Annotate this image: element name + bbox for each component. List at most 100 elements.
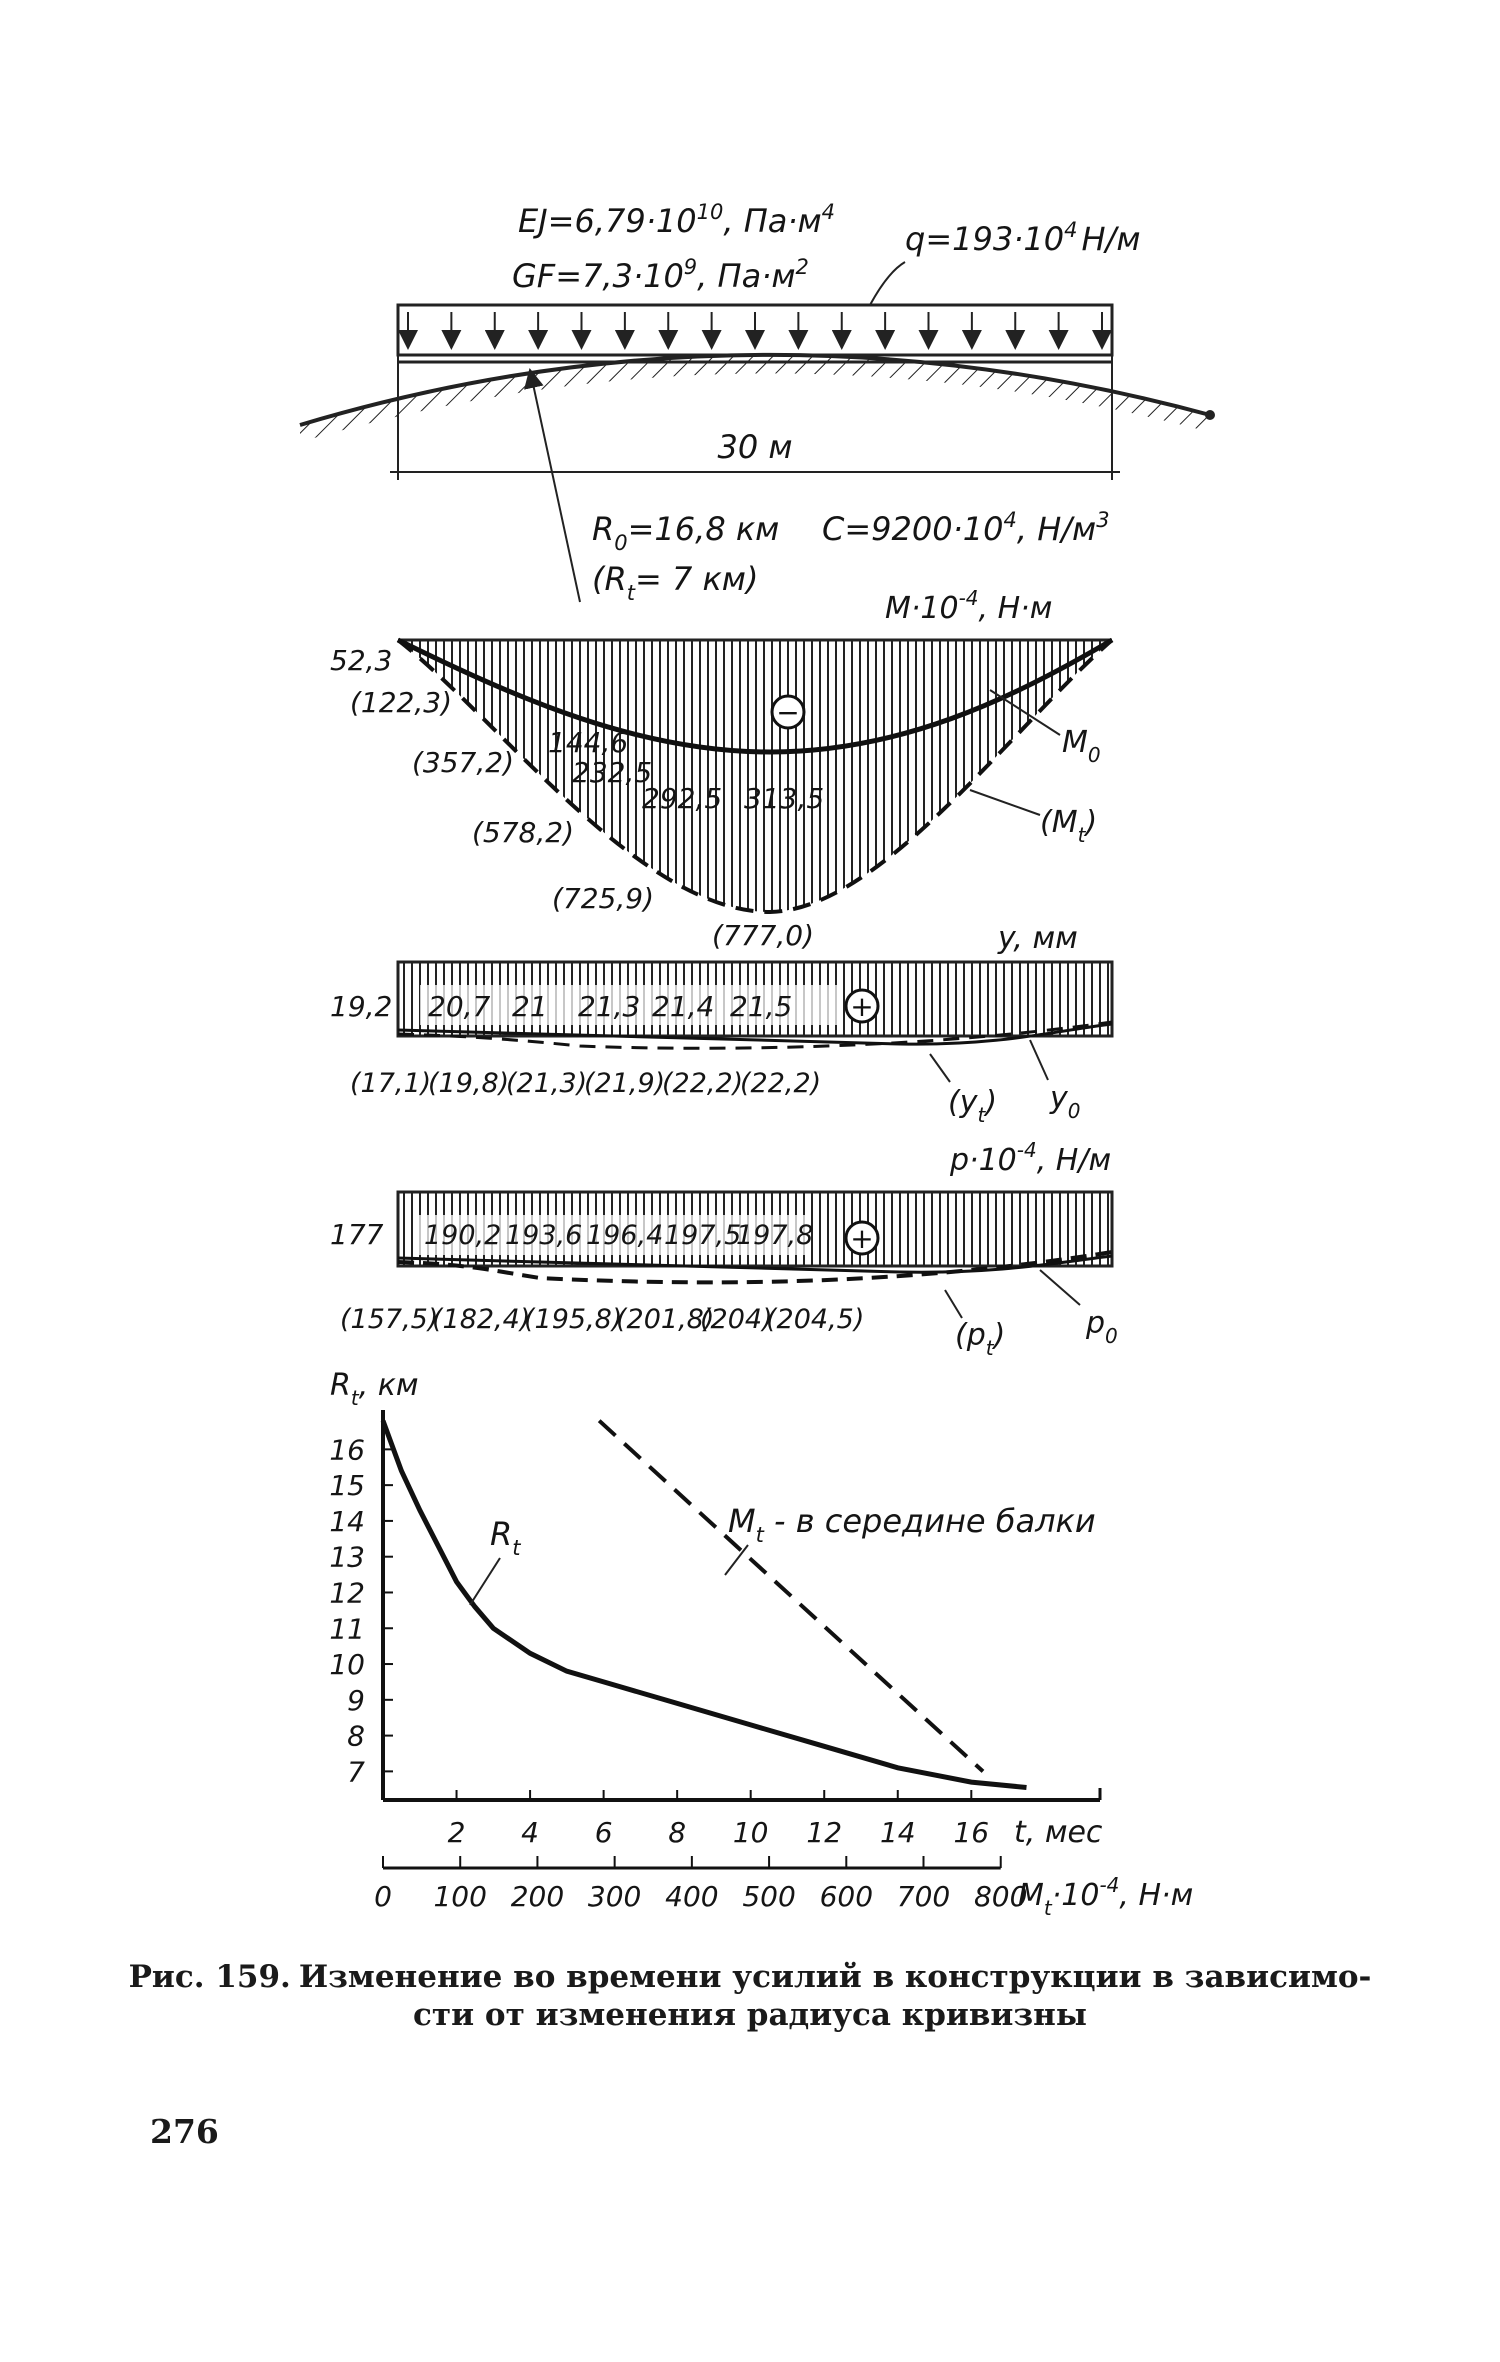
series-line-mt: [597, 1419, 985, 1773]
pressure-text-bg: [418, 1215, 808, 1255]
pt-leader: [944, 1289, 963, 1319]
pressure-value-1: 190,2: [424, 1220, 501, 1251]
deflection-value-t-3: (21,3): [506, 1068, 587, 1099]
deflection-curve-y0: [397, 1022, 1113, 1046]
moment-value-4: 292,5: [642, 782, 722, 815]
deflection-value-t-6: (22,2): [740, 1068, 821, 1099]
pressure-value-3: 196,4: [586, 1220, 663, 1251]
caption-line-1: Рис. 159. Изменение во времени усилий в к…: [120, 1958, 1380, 1996]
rt-curve-label: Rt: [490, 1515, 521, 1560]
radius-leader: [524, 368, 581, 603]
figure: EJ=6,79·1010, Па·м4 GF=7,3·109, Па·м2 q=…: [299, 200, 1215, 1920]
moment-unit: M·10-4, Н·м: [885, 586, 1052, 626]
series-line-rt: [380, 1419, 1027, 1790]
x2-tick-label: 300: [588, 1880, 641, 1913]
x2-tick-label: 400: [665, 1880, 718, 1913]
x-tick-label: 6: [595, 1816, 613, 1849]
x2-tick-label: 500: [742, 1880, 795, 1913]
moment-value-t-2: (357,2): [412, 746, 514, 779]
y-tick-label: 7: [347, 1755, 365, 1788]
ground-end: [1205, 410, 1215, 420]
m0-label: M0: [1062, 725, 1101, 767]
pressure-value-t-6: (204,5): [766, 1304, 864, 1335]
graph-y-axis-label: Rt, км: [330, 1368, 419, 1410]
pressure-value-t-2: (182,4): [432, 1304, 530, 1335]
x-tick-label: 14: [880, 1816, 916, 1849]
moment-diagram: M·10-4, Н·м − 52,3 (122,3) 144,6 (357,2)…: [330, 586, 1114, 952]
x2-tick-label: 600: [820, 1880, 873, 1913]
radius-label: R0=16,8 км: [592, 510, 779, 555]
graph-x2-axis-label: Mt·10-4, Н·м: [1018, 1873, 1193, 1920]
pressure-value-2: 193,6: [505, 1220, 582, 1251]
pressure-curve-pt: [397, 1250, 1113, 1285]
deflection-sign-circle: [844, 988, 880, 1024]
y-tick-label: 12: [329, 1576, 365, 1609]
deflection-value-2: 21: [512, 990, 548, 1023]
y-tick-label: 9: [347, 1684, 365, 1717]
graph-series: [380, 1419, 1027, 1790]
x-tick-label: 16: [953, 1816, 989, 1849]
y0-leader: [1029, 1039, 1049, 1081]
m0-leader: [989, 689, 1061, 736]
pressure-curve-p0: [397, 1254, 1113, 1274]
x-tick-label: 8: [668, 1816, 686, 1849]
load-label: q=193·104 Н/м: [905, 218, 1140, 258]
x-tick-label: 2: [448, 1816, 466, 1849]
caption-number: Рис. 159.: [128, 1959, 291, 1995]
y0-label: y0: [1049, 1081, 1081, 1123]
y-tick-label: 15: [329, 1469, 365, 1502]
deflection-value-1: 20,7: [428, 990, 491, 1023]
moment-curve-mt: [396, 638, 1114, 915]
deflection-left-value: 19,2: [330, 990, 392, 1023]
p0-leader: [1039, 1269, 1081, 1306]
yt-label: (yt): [948, 1085, 997, 1127]
x2-tick-label: 100: [433, 1880, 486, 1913]
deflection-value-t-2: (19,8): [428, 1068, 509, 1099]
caption-text-2: сти от изменения радиуса кривизны: [413, 1997, 1087, 2033]
load-leader: [869, 261, 906, 306]
span-label: 30 м: [717, 428, 792, 466]
rt-curve-leader: [469, 1557, 501, 1606]
deflection-text-bg: [420, 985, 840, 1025]
deflection-curve-yt: [397, 1020, 1113, 1050]
deflection-sign: +: [850, 990, 873, 1023]
pressure-left-value: 177: [330, 1218, 384, 1251]
deflection-value-t-4: (21,9): [584, 1068, 665, 1099]
shear-label: GF=7,3·109, Па·м2: [512, 255, 809, 295]
mt-leader: [969, 789, 1041, 816]
deflection-value-t-1: (17,1): [350, 1068, 431, 1099]
y-tick-label: 10: [329, 1648, 365, 1681]
moment-sign: −: [776, 696, 799, 729]
moment-value-2: 144,6: [548, 726, 628, 759]
y-tick-label: 8: [347, 1720, 365, 1753]
x2-tick-label: 800: [974, 1880, 1027, 1913]
load-arrows: [398, 312, 1112, 350]
moment-hatch-fill: [398, 640, 1112, 912]
subgrade-label: C=9200·104, Н/м3: [822, 508, 1110, 548]
beam-scheme: EJ=6,79·1010, Па·м4 GF=7,3·109, Па·м2 q=…: [299, 200, 1215, 605]
moment-value-1: 52,3: [330, 644, 392, 677]
x-tick-label: 4: [521, 1816, 539, 1849]
y-tick-label: 14: [329, 1505, 365, 1538]
page-number: 276: [150, 2112, 219, 2151]
x2-tick-label: 200: [511, 1880, 564, 1913]
moment-value-t-5: (777,0): [712, 919, 814, 952]
y-tick-label: 13: [329, 1541, 365, 1574]
caption-text-1: Изменение во времени усилий в конструкци…: [298, 1959, 1372, 1995]
graph-x-axis-label: t, мес: [1014, 1815, 1103, 1850]
moment-value-5: 313,5: [744, 782, 824, 815]
stiffness-label: EJ=6,79·1010, Па·м4: [518, 200, 835, 240]
x-tick-label: 10: [733, 1816, 769, 1849]
pressure-value-t-4: (201,8): [616, 1304, 714, 1335]
mt-curve-leader: [724, 1544, 749, 1576]
deflection-value-5: 21,5: [730, 990, 792, 1023]
pressure-value-t-3: (195,8): [524, 1304, 622, 1335]
deflection-diagram: y, мм + 19,2 20,7 21 21,3 21,4 21,5 (17,…: [330, 921, 1114, 1127]
yt-leader: [929, 1053, 951, 1083]
moment-value-t-3: (578,2): [472, 816, 574, 849]
pressure-value-t-5: (204): [700, 1304, 773, 1335]
pt-label: (pt): [955, 1318, 1005, 1360]
pressure-value-4: 197,5: [664, 1220, 741, 1251]
